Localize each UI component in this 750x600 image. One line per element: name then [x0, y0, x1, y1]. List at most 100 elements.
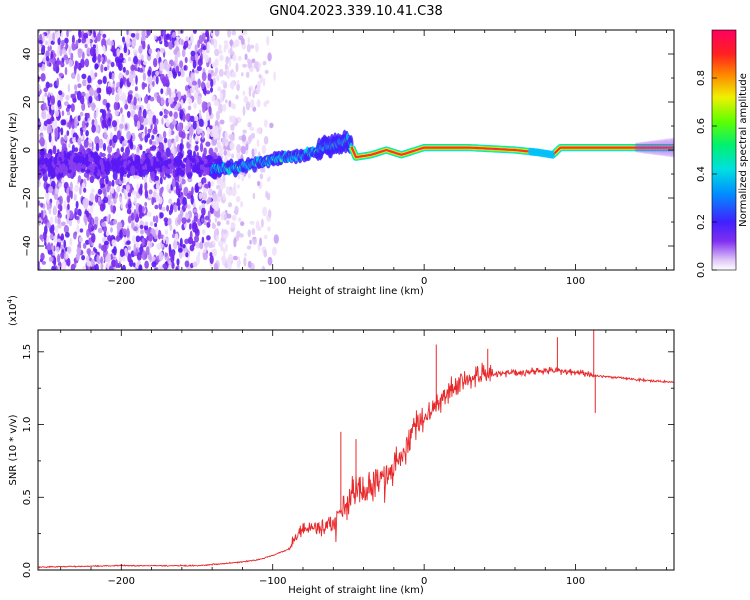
noise-speckle [152, 215, 156, 223]
noise-speckle [168, 264, 171, 270]
noise-speckle [198, 109, 202, 119]
noise-band [88, 157, 94, 163]
noise-speckle [234, 205, 239, 216]
noise-speckle [93, 224, 98, 230]
noise-speckle [107, 117, 112, 127]
noise-speckle [249, 99, 255, 109]
noise-speckle [222, 103, 227, 112]
noise-speckle [205, 30, 209, 38]
noise-speckle [186, 93, 189, 98]
noise-speckle [94, 63, 99, 70]
noise-speckle [124, 249, 129, 258]
noise-speckle [176, 176, 180, 182]
noise-speckle [146, 30, 151, 36]
colorbar-label: Normalized spectral amplitude [738, 73, 749, 227]
noise-speckle [60, 252, 65, 260]
noise-speckle [127, 192, 132, 197]
noise-speckle [218, 103, 223, 114]
noise-speckle [51, 120, 55, 130]
noise-speckle [172, 240, 178, 250]
noise-speckle [58, 72, 64, 77]
noise-speckle [133, 114, 139, 123]
noise-speckle [97, 196, 101, 202]
noise-speckle [52, 32, 56, 42]
noise-speckle [95, 44, 99, 49]
noise-speckle [90, 188, 95, 194]
noise-speckle [117, 58, 122, 64]
noise-speckle [63, 239, 66, 249]
noise-speckle [251, 228, 256, 236]
noise-speckle [76, 73, 80, 83]
noise-speckle [147, 116, 153, 126]
noise-speckle [170, 254, 175, 263]
noise-speckle [138, 45, 143, 54]
noise-speckle [134, 93, 139, 98]
noise-speckle [105, 256, 109, 263]
noise-speckle [206, 41, 210, 51]
noise-band [158, 155, 162, 161]
noise-speckle [184, 85, 189, 92]
noise-speckle [85, 210, 90, 218]
snr-ytick-label: 0.0 [22, 562, 33, 578]
noise-speckle [164, 229, 169, 235]
noise-speckle [61, 110, 65, 117]
noise-speckle [77, 208, 82, 217]
noise-speckle [91, 233, 96, 243]
noise-speckle [251, 148, 255, 157]
noise-speckle [230, 84, 235, 90]
ridge-broaden [664, 138, 669, 157]
ridge-broaden [659, 139, 664, 157]
noise-speckle [120, 116, 125, 124]
noise-speckle [160, 88, 164, 95]
noise-speckle [45, 40, 48, 46]
noise-band [119, 168, 125, 177]
noise-speckle [201, 207, 206, 216]
noise-band [61, 163, 66, 171]
noise-speckle [128, 198, 131, 205]
noise-speckle [81, 38, 86, 44]
noise-speckle [194, 235, 199, 243]
noise-speckle [90, 225, 95, 232]
noise-speckle [51, 114, 54, 122]
noise-speckle [261, 144, 267, 155]
noise-speckle [203, 86, 207, 96]
noise-speckle [213, 100, 219, 107]
noise-speckle [216, 184, 221, 190]
noise-band [160, 151, 167, 159]
noise-speckle [77, 48, 83, 54]
noise-speckle [242, 63, 248, 68]
noise-speckle [230, 123, 235, 131]
noise-band [146, 165, 153, 172]
noise-speckle [198, 118, 204, 127]
noise-band [116, 156, 121, 167]
noise-speckle [38, 264, 41, 270]
noise-speckle [157, 229, 162, 240]
noise-speckle [122, 228, 127, 236]
noise-speckle [110, 227, 113, 233]
noise-speckle [268, 176, 271, 182]
noise-speckle [184, 56, 188, 64]
noise-speckle [143, 117, 149, 126]
noise-speckle [66, 130, 70, 137]
noise-band [85, 155, 89, 162]
noise-speckle [91, 119, 95, 127]
noise-speckle [212, 77, 216, 86]
noise-speckle [224, 63, 228, 71]
noise-speckle [165, 119, 170, 128]
noise-speckle [223, 247, 226, 257]
noise-speckle [73, 193, 77, 201]
spectrogram-ytick-label: 20 [22, 96, 33, 109]
noise-speckle [154, 92, 158, 99]
noise-speckle [54, 225, 59, 234]
noise-speckle [139, 115, 144, 124]
noise-speckle [69, 181, 73, 192]
noise-speckle [136, 104, 140, 111]
ridge-broaden [650, 140, 655, 155]
ridge-broaden [649, 140, 654, 155]
noise-speckle [46, 235, 50, 243]
noise-speckle [177, 205, 181, 211]
noise-speckle [201, 217, 204, 223]
noise-speckle [115, 93, 120, 103]
noise-speckle [126, 30, 129, 36]
noise-speckle [88, 237, 92, 246]
